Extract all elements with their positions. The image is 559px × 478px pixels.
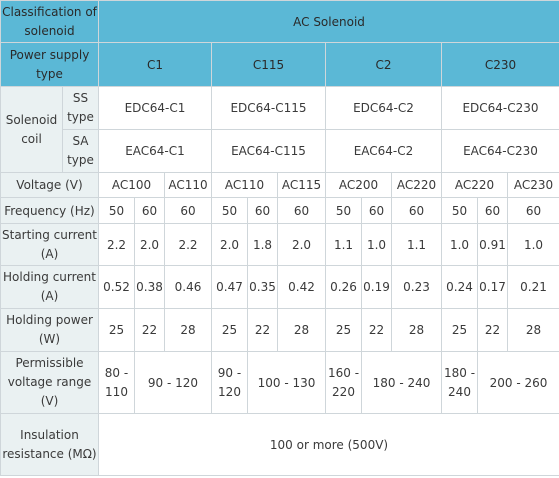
holding-power-value: 22	[134, 308, 165, 352]
holding-power-value: 25	[325, 308, 362, 352]
holding-power-value: 22	[247, 308, 278, 352]
frequency-value: 50	[211, 197, 248, 224]
holding-power-value: 28	[277, 308, 326, 352]
frequency-label: Frequency (Hz)	[0, 197, 99, 224]
frequency-value: 60	[134, 197, 165, 224]
frequency-value: 50	[441, 197, 478, 224]
voltage-value: AC230	[506, 172, 559, 198]
frequency-value: 60	[277, 197, 326, 224]
power-supply-label: Power supply type	[0, 42, 99, 87]
frequency-value: 60	[506, 197, 559, 224]
starting-current-value: 0.91	[477, 223, 508, 266]
permissible-voltage-value: 160 - 220	[325, 351, 362, 414]
frequency-value: 60	[247, 197, 278, 224]
solenoid-coil-label: Solenoid coil	[0, 86, 63, 173]
frequency-value: 60	[391, 197, 442, 224]
sa-type-label: SA type	[62, 129, 99, 173]
power-type-c230: C230	[440, 42, 559, 87]
voltage-label: Voltage (V)	[0, 172, 99, 198]
voltage-value: AC220	[391, 172, 442, 198]
holding-power-value: 28	[391, 308, 442, 352]
holding-power-value: 28	[506, 308, 559, 352]
permissible-voltage-value: 90 - 120	[134, 351, 212, 414]
voltage-value: AC110	[164, 172, 212, 198]
holding-power-value: 25	[211, 308, 248, 352]
starting-current-value: 2.0	[277, 223, 326, 266]
holding-power-value: 22	[477, 308, 508, 352]
starting-current-value: 2.2	[98, 223, 135, 266]
sa-model-c115: EAC64-C115	[211, 129, 326, 173]
voltage-value: AC220	[441, 172, 508, 198]
starting-current-value: 2.0	[211, 223, 248, 266]
holding-power-value: 22	[361, 308, 392, 352]
holding-current-value: 0.26	[325, 265, 362, 309]
holding-power-value: 25	[441, 308, 478, 352]
ss-model-c1: EDC64-C1	[98, 86, 212, 130]
permissible-voltage-value: 80 - 110	[98, 351, 135, 414]
starting-current-value: 2.2	[164, 223, 212, 266]
permissible-voltage-value: 100 - 130	[247, 351, 326, 414]
voltage-value: AC200	[325, 172, 392, 198]
power-type-c115: C115	[211, 42, 326, 87]
voltage-value: AC100	[98, 172, 165, 198]
insulation-resistance-label: Insulation resistance (MΩ)	[0, 413, 99, 476]
sa-model-c2: EAC64-C2	[325, 129, 442, 173]
frequency-value: 60	[361, 197, 392, 224]
starting-current-label: Starting current (A)	[0, 223, 99, 266]
permissible-voltage-value: 90 - 120	[211, 351, 248, 414]
permissible-voltage-value: 180 - 240	[441, 351, 478, 414]
sa-model-c230: EAC64-C230	[440, 129, 559, 173]
holding-power-value: 25	[98, 308, 135, 352]
holding-current-value: 0.35	[247, 265, 278, 309]
starting-current-value: 2.0	[134, 223, 165, 266]
holding-current-value: 0.46	[164, 265, 212, 309]
permissible-voltage-value: 200 - 260	[476, 351, 559, 414]
starting-current-value: 1.8	[247, 223, 278, 266]
holding-current-value: 0.23	[391, 265, 442, 309]
ss-type-label: SS type	[62, 86, 99, 130]
voltage-value: AC115	[277, 172, 326, 198]
ss-model-c230: EDC64-C230	[440, 86, 559, 130]
ss-model-c115: EDC64-C115	[211, 86, 326, 130]
starting-current-value: 1.1	[325, 223, 362, 266]
holding-current-value: 0.38	[134, 265, 165, 309]
ss-model-c2: EDC64-C2	[325, 86, 442, 130]
sa-model-c1: EAC64-C1	[98, 129, 212, 173]
permissible-voltage-value: 180 - 240	[361, 351, 442, 414]
power-type-c1: C1	[98, 42, 212, 87]
holding-current-value: 0.47	[211, 265, 248, 309]
holding-current-value: 0.52	[98, 265, 135, 309]
classification-label: Classification of solenoid	[0, 0, 99, 43]
holding-current-value: 0.24	[441, 265, 478, 309]
holding-current-value: 0.19	[361, 265, 392, 309]
starting-current-value: 1.0	[441, 223, 478, 266]
frequency-value: 60	[477, 197, 508, 224]
starting-current-value: 1.0	[506, 223, 559, 266]
holding-current-value: 0.17	[477, 265, 508, 309]
voltage-value: AC110	[211, 172, 278, 198]
holding-power-value: 28	[164, 308, 212, 352]
ac-solenoid-header: AC Solenoid	[97, 0, 559, 43]
insulation-resistance-value: 100 or more (500V)	[97, 413, 559, 476]
holding-current-value: 0.42	[277, 265, 326, 309]
frequency-value: 60	[164, 197, 212, 224]
frequency-value: 50	[325, 197, 362, 224]
power-type-c2: C2	[325, 42, 442, 87]
starting-current-value: 1.0	[361, 223, 392, 266]
permissible-voltage-label: Permissible voltage range (V)	[0, 351, 99, 414]
holding-power-label: Holding power (W)	[0, 308, 99, 352]
starting-current-value: 1.1	[391, 223, 442, 266]
holding-current-value: 0.21	[506, 265, 559, 309]
holding-current-label: Holding current (A)	[0, 265, 99, 309]
frequency-value: 50	[98, 197, 135, 224]
